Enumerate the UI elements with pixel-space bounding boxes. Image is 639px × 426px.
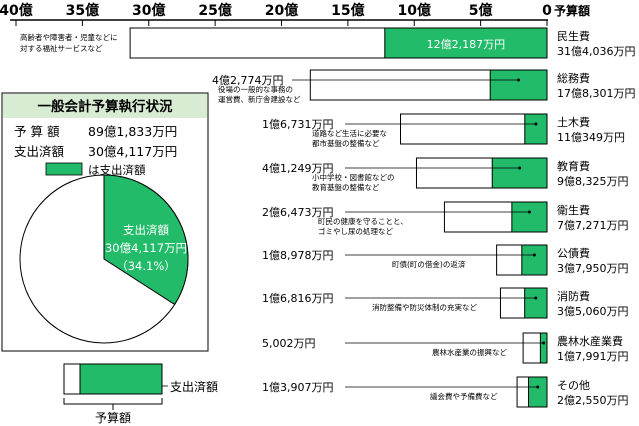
category-desc: ゴミやし尿の処理など (318, 226, 393, 236)
budget-bar (400, 113, 548, 145)
leader-dot (532, 253, 536, 257)
spent-amount-label: 2億6,473万円 (262, 206, 334, 219)
category-name: 衛生費 (557, 203, 590, 217)
key-bracket (63, 398, 163, 410)
leader-dot (527, 210, 531, 214)
category-desc: 消防整備や防災体制の充実など (372, 302, 477, 312)
spent-bar (524, 287, 548, 319)
category-name: 総務費 (557, 71, 590, 85)
spent-bar (384, 27, 548, 59)
pie-spent-slice (103, 174, 189, 306)
category-budget-label: 17億8,301万円 (557, 87, 636, 100)
leader-dot (542, 341, 546, 345)
x-tick-label: 10億 (398, 2, 431, 19)
legend-swatch (45, 162, 83, 176)
summary-title: 一般会計予算執行状況 (38, 98, 173, 115)
pie-label-1: 支出済額 (123, 223, 169, 237)
x-tick-label: 35億 (66, 2, 99, 19)
category-desc: 町債(町の借金)の返済 (392, 259, 466, 269)
category-budget-label: 7億7,271万円 (557, 219, 629, 232)
pie-label-2: 30億4,117万円 (105, 241, 187, 255)
axis-unit-label: 予算額 (554, 3, 590, 18)
leader-dot (534, 122, 538, 126)
spent-bar (511, 201, 548, 233)
x-tick-label: 15億 (331, 2, 364, 19)
spent-amount-label: 4億2,774万円 (212, 74, 284, 87)
category-desc: 小中学校・図書館などの (312, 172, 395, 182)
category-budget-label: 31億4,036万円 (557, 45, 636, 58)
spent-bar (521, 244, 548, 276)
key-spent-bar (79, 363, 163, 395)
x-tick-label: 25億 (198, 2, 231, 19)
key-spent-label: 支出済額 (170, 379, 218, 394)
category-name: 農林水産業費 (557, 334, 623, 348)
category-budget-label: 1億7,991万円 (557, 350, 629, 363)
category-budget-label: 11億349万円 (557, 131, 625, 144)
spent-bar (539, 332, 548, 364)
category-budget-label: 3億7,950万円 (557, 262, 629, 275)
legend-text: は支出済額 (88, 163, 146, 177)
spent-bar (528, 376, 548, 408)
category-desc: 対する福祉サービスなど (20, 43, 103, 53)
spent-amount-label: 4億1,249万円 (262, 162, 334, 175)
category-desc: 町民の健康を守ることと、 (318, 216, 408, 226)
spent-bar (491, 157, 548, 189)
category-desc: 運営費、新庁舎建設など (218, 94, 301, 104)
summary-spent-value: 30億4,117万円 (88, 144, 177, 159)
category-desc: 教育基盤の整備など (312, 182, 380, 192)
category-desc: 議会費や予備費など (430, 391, 498, 401)
summary-budget-value: 89億1,833万円 (88, 124, 177, 139)
category-name: 土木費 (557, 115, 590, 129)
x-tick-label: 5億 (469, 2, 493, 19)
spent-amount-label: 1億6,731万円 (262, 118, 334, 131)
leader-dot (517, 78, 521, 82)
category-name: 公債費 (557, 246, 590, 260)
category-desc: 役場の一般的な事務の (218, 84, 293, 94)
leader-dot (534, 296, 538, 300)
summary-title-band (3, 94, 207, 118)
spent-amount-label: 1億8,978万円 (262, 249, 334, 262)
category-budget-label: 2億2,550万円 (557, 394, 629, 407)
category-desc: 高齢者や障害者・児童などに (20, 32, 118, 42)
category-desc: 都市基盤の整備など (312, 138, 380, 148)
leader-dot (536, 385, 540, 389)
leader-dot (518, 166, 522, 170)
x-tick-label: 20億 (265, 2, 298, 19)
key-budget-label: 予算額 (95, 410, 131, 425)
x-tick-label: 40億 (0, 2, 33, 19)
spent-amount-label: 5,002万円 (262, 337, 316, 350)
spent-bar (489, 69, 548, 101)
spent-amount-label: 1億6,816万円 (262, 292, 334, 305)
category-name: 民生費 (557, 29, 590, 43)
pie-label-3: （34.1%） (116, 259, 176, 273)
x-tick-label: 30億 (132, 2, 165, 19)
category-name: 教育費 (557, 159, 590, 173)
summary-spent-label: 支出済額 (14, 144, 65, 159)
category-budget-label: 9億8,325万円 (557, 175, 629, 188)
summary-budget-label: 予 算 額 (14, 124, 60, 139)
category-desc: 道路など生活に必要な (312, 128, 387, 138)
spent-amount-label: 1億3,907万円 (262, 381, 334, 394)
category-name: 消防費 (557, 289, 590, 303)
category-name: その他 (557, 379, 590, 392)
category-budget-label: 3億5,060万円 (557, 305, 629, 318)
spent-amount-label: 12億2,187万円 (427, 38, 506, 51)
x-tick-label: 0 (542, 3, 552, 19)
category-desc: 農林水産業の振興など (432, 347, 507, 357)
spent-bar (524, 113, 548, 145)
